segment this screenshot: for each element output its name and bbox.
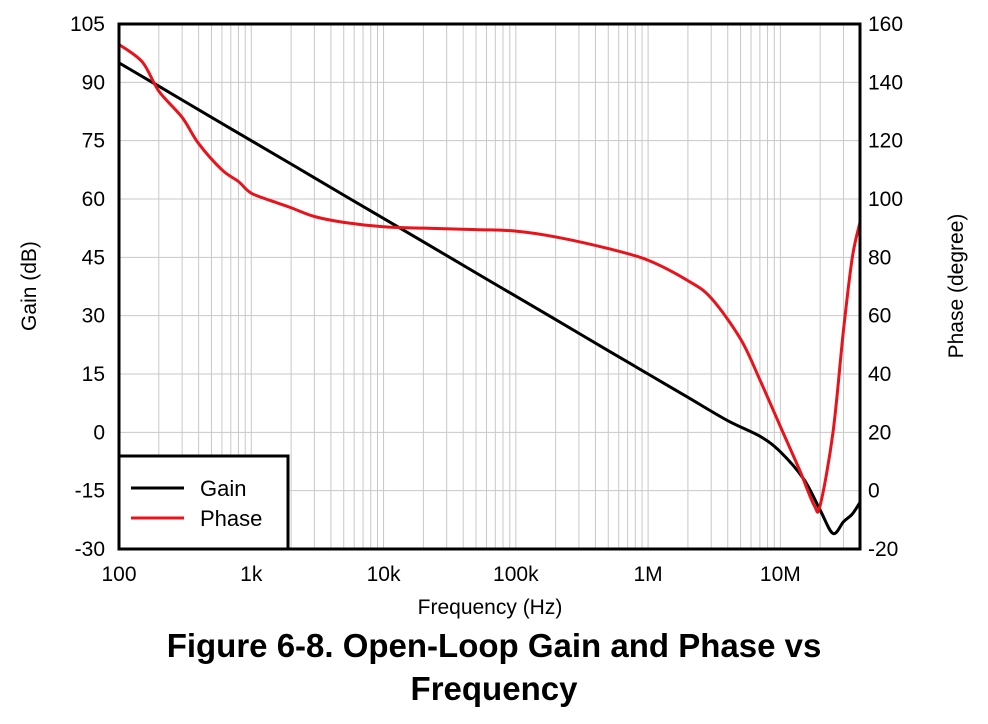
y-tick-label-left: 60 — [82, 188, 105, 211]
y-tick-label-right: 20 — [868, 421, 891, 444]
series-line-phase — [117, 42, 862, 514]
x-tick-label: 100 — [101, 563, 136, 586]
y-tick-label-left: 45 — [82, 246, 105, 269]
x-tick-label: 10k — [367, 563, 401, 586]
y-tick-label-left: 105 — [70, 13, 105, 36]
legend-label-phase: Phase — [200, 506, 262, 531]
legend-box — [117, 454, 290, 551]
plot-frame — [117, 22, 862, 551]
y-tick-label-left: 30 — [82, 305, 105, 328]
y-tick-label-right: 40 — [868, 363, 891, 386]
y-axis-right-label: Phase (degree) — [945, 214, 968, 359]
legend: Gain Phase — [117, 454, 290, 551]
y-tick-label-left: -15 — [75, 480, 105, 503]
x-axis-label: Frequency (Hz) — [418, 596, 563, 619]
x-tick-label: 1k — [240, 563, 263, 586]
y-tick-label-left: 90 — [82, 71, 105, 94]
grid — [118, 23, 861, 550]
y-tick-label-left: 0 — [93, 421, 105, 444]
y-tick-label-right: -20 — [868, 538, 898, 561]
y-tick-label-right: 140 — [868, 71, 903, 94]
x-tick-label: 100k — [493, 563, 539, 586]
legend-label-gain: Gain — [200, 476, 246, 501]
y-axis-left-label: Gain (dB) — [18, 241, 41, 331]
figure-caption-line-1: Figure 6-8. Open-Loop Gain and Phase vs — [166, 627, 822, 664]
series-line-gain — [117, 61, 862, 536]
y-tick-label-right: 100 — [868, 188, 903, 211]
y-axis-left-ticks: 105 90 75 60 45 30 15 0 -15 -30 — [70, 13, 105, 561]
y-axis-right-ticks: 160 140 120 100 80 60 40 20 0 -20 — [868, 13, 903, 561]
y-tick-label-left: 15 — [82, 363, 105, 386]
y-tick-label-right: 160 — [868, 13, 903, 36]
x-axis-ticks: 100 1k 10k 100k 1M 10M — [101, 563, 800, 586]
x-tick-label: 1M — [633, 563, 662, 586]
y-tick-label-right: 0 — [868, 480, 880, 503]
x-tick-label: 10M — [760, 563, 801, 586]
series-layer — [117, 42, 862, 536]
figure-caption-line-2: Frequency — [410, 670, 578, 707]
y-tick-label-left: -30 — [75, 538, 105, 561]
y-tick-label-left: 75 — [82, 130, 105, 153]
y-tick-label-right: 80 — [868, 246, 891, 269]
y-tick-label-right: 60 — [868, 305, 891, 328]
chart: 105 90 75 60 45 30 15 0 -15 -30 160 140 120 100 80 60 4… — [18, 13, 968, 619]
y-tick-label-right: 120 — [868, 130, 903, 153]
